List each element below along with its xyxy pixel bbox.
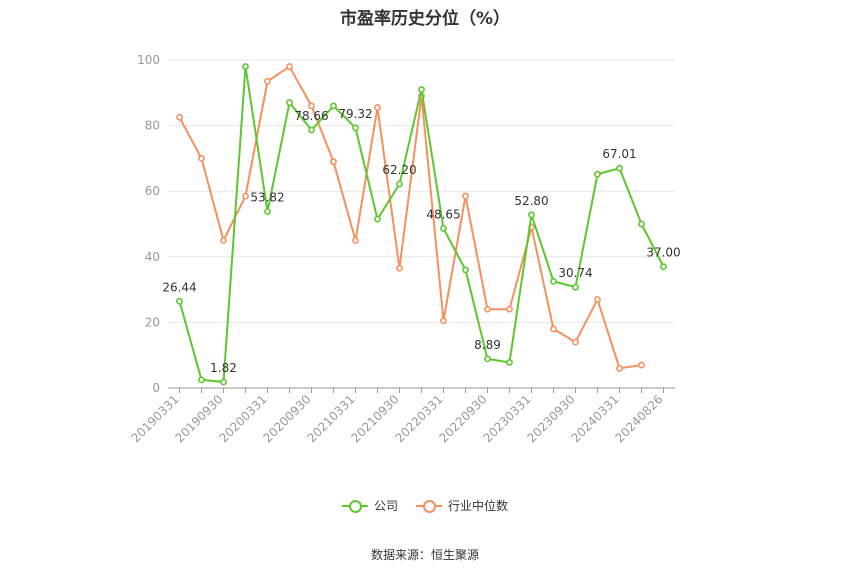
data-point	[242, 63, 249, 70]
y-tick-label: 100	[137, 53, 160, 67]
data-point	[286, 63, 293, 70]
data-point	[308, 126, 315, 134]
data-point	[176, 297, 183, 305]
x-tick-label: 20240826	[613, 392, 666, 445]
legend-label: 行业中位数	[448, 499, 509, 513]
data-point	[572, 338, 579, 346]
legend: 公司 行业中位数	[0, 497, 850, 514]
data-point	[594, 170, 601, 178]
data-point	[528, 211, 535, 219]
data-point	[396, 180, 403, 188]
data-point	[616, 364, 623, 372]
data-point	[264, 208, 271, 215]
data-point	[506, 359, 513, 366]
y-tick-label: 80	[145, 119, 160, 133]
data-point	[198, 154, 205, 162]
data-label: 52.80	[514, 194, 548, 208]
y-tick-label: 40	[145, 250, 160, 264]
legend-line-icon	[416, 499, 442, 513]
data-point	[330, 102, 337, 110]
data-point	[484, 355, 491, 363]
data-point	[220, 236, 227, 244]
data-point	[550, 277, 557, 285]
data-point	[220, 378, 227, 386]
data-point	[264, 77, 271, 85]
data-point	[616, 164, 623, 172]
data-point	[660, 263, 667, 271]
legend-item-company[interactable]: 公司	[341, 497, 398, 514]
data-point	[352, 236, 359, 244]
data-point	[418, 86, 425, 93]
data-label: 53.82	[250, 190, 284, 204]
y-tick-label: 60	[145, 184, 160, 198]
data-label: 67.01	[602, 147, 636, 161]
chart-plot: 0204060801002019033120190930202003312020…	[129, 53, 681, 445]
data-point	[374, 104, 381, 111]
data-label: 48.65	[426, 207, 460, 221]
data-point	[308, 102, 315, 110]
data-label: 30.74	[558, 266, 592, 280]
chart-title: 市盈率历史分位（%）	[339, 9, 511, 29]
data-point	[550, 325, 557, 333]
legend-label: 公司	[373, 499, 398, 513]
data-label: 79.32	[338, 107, 372, 121]
data-point	[352, 124, 359, 132]
series-lines	[176, 63, 667, 386]
data-label: 26.44	[162, 280, 196, 294]
legend-item-industry-median[interactable]: 行业中位数	[416, 497, 508, 514]
data-point	[286, 99, 293, 107]
data-label: 78.66	[294, 109, 328, 123]
data-point	[440, 317, 447, 325]
data-point	[572, 283, 579, 291]
data-point	[440, 225, 447, 232]
data-label: 62.20	[382, 163, 416, 177]
data-point	[374, 215, 381, 223]
series-line	[178, 65, 642, 370]
source-note: 数据来源：恒生聚源	[370, 548, 479, 562]
data-point	[484, 305, 491, 313]
data-label: 37.00	[646, 246, 680, 260]
data-point	[462, 192, 469, 200]
data-point	[396, 264, 403, 272]
data-point	[462, 266, 469, 274]
data-label: 8.89	[474, 338, 501, 352]
y-tick-label: 0	[152, 381, 160, 395]
data-point	[594, 296, 601, 303]
data-point	[638, 361, 645, 369]
legend-line-icon	[341, 499, 368, 513]
grid-lines	[168, 59, 675, 323]
data-point	[506, 305, 513, 313]
data-label: 1.82	[210, 361, 237, 375]
data-labels: 26.44 1.82 53.82 78.66 79.32 62.20 48.65 8.89 52…	[162, 107, 680, 375]
series-line	[178, 65, 665, 384]
data-point	[242, 192, 249, 200]
data-point	[198, 376, 205, 384]
data-point	[638, 220, 645, 228]
data-point	[330, 158, 337, 166]
data-point	[176, 114, 183, 121]
y-tick-label: 20	[145, 315, 160, 329]
